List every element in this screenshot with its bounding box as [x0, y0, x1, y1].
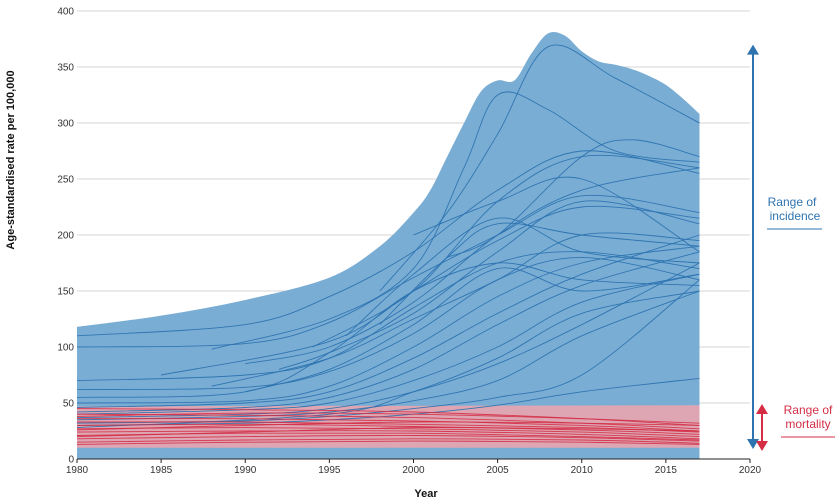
mortality-series-line	[76, 435, 700, 442]
mortality-arrow-head-down	[756, 441, 768, 451]
incidence-range-band	[77, 31, 700, 460]
x-axis-title: Year	[414, 488, 438, 500]
incidence-series-line	[345, 217, 700, 337]
incidence-label-line1: Range of	[768, 195, 817, 209]
x-tick-label: 2010	[571, 465, 594, 476]
y-tick-label: 200	[57, 231, 74, 242]
tick-labels: 0 50 100 150 200 250 300 350 400 1980 1985 1990 1995…	[57, 7, 761, 477]
range-annotations: Range of incidence Range of mortality	[747, 44, 835, 451]
incidence-series-line	[76, 251, 700, 413]
incidence-series-line	[211, 91, 700, 350]
x-tick-label: 2015	[655, 465, 678, 476]
mortality-arrow-head-up	[756, 404, 768, 414]
axes	[76, 458, 751, 463]
x-tick-label: 1985	[150, 465, 173, 476]
incidence-series-line	[76, 245, 700, 404]
incidence-arrow-head-down	[747, 439, 759, 449]
x-tick-label: 2005	[487, 465, 510, 476]
y-tick-label: 0	[68, 455, 74, 466]
y-tick-label: 50	[63, 399, 75, 410]
y-tick-label: 150	[57, 287, 74, 298]
y-tick-label: 350	[57, 63, 74, 74]
y-axis-title: Age-standardised rate per 100,000	[5, 70, 17, 249]
incidence-series-line	[211, 232, 700, 387]
incidence-series-line	[413, 176, 700, 253]
mortality-series-line	[76, 421, 700, 433]
incidence-series-line	[379, 222, 700, 325]
incidence-arrow-head-up	[747, 44, 759, 55]
y-tick-label: 400	[57, 7, 74, 18]
incidence-series-line	[76, 279, 700, 424]
y-tick-label: 300	[57, 119, 74, 130]
incidence-series-line	[161, 205, 700, 376]
mortality-series-line	[76, 412, 700, 424]
mortality-label-line1: Range of	[784, 403, 833, 417]
mortality-series-line	[76, 438, 700, 444]
mortality-series-line	[76, 427, 700, 438]
range-bands	[77, 31, 700, 460]
mortality-series-line	[76, 413, 700, 430]
incidence-label-line2: incidence	[770, 209, 821, 223]
incidence-series-line	[76, 290, 700, 429]
y-tick-label: 250	[57, 175, 74, 186]
mortality-series-line	[76, 427, 700, 438]
x-tick-label: 1990	[234, 465, 257, 476]
y-tick-label: 100	[57, 343, 74, 354]
incidence-series-line	[76, 290, 700, 421]
incidence-series-line	[76, 273, 700, 415]
incidence-lines	[76, 44, 700, 429]
incidence-series-line	[76, 150, 700, 337]
mortality-series-line	[76, 430, 700, 440]
mortality-lines	[76, 408, 700, 445]
x-tick-label: 2000	[402, 465, 425, 476]
incidence-series-line	[245, 267, 700, 393]
mortality-series-line	[76, 421, 700, 431]
mortality-series-line	[76, 418, 700, 432]
x-tick-label: 1980	[66, 465, 89, 476]
mortality-series-line	[76, 440, 700, 445]
x-tick-label: 2020	[739, 465, 762, 476]
x-tick-label: 1995	[318, 465, 341, 476]
incidence-series-line	[447, 139, 700, 258]
incidence-series-line	[76, 234, 700, 408]
mortality-series-line	[76, 423, 700, 435]
incidence-series-line	[76, 262, 700, 398]
mortality-label-line2: mortality	[785, 417, 830, 431]
incidence-series-line	[76, 256, 700, 391]
